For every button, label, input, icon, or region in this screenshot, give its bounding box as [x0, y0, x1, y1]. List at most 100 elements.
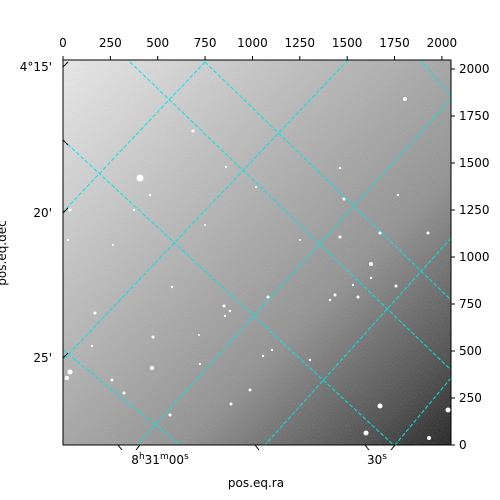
star: [224, 165, 228, 169]
right-tick-label: 1250: [459, 203, 490, 217]
star: [170, 285, 174, 289]
top-tick-label: 750: [194, 36, 217, 50]
top-tick-label: 500: [146, 36, 169, 50]
star: [248, 388, 252, 392]
ra-tick-mark: [390, 444, 396, 451]
grid-line: [129, 61, 451, 371]
grid-line: [63, 349, 181, 445]
top-tick-label: 250: [99, 36, 122, 50]
star: [270, 348, 274, 352]
dec-tick-label: 25': [33, 351, 52, 365]
grid-line: [204, 61, 451, 301]
dec-tick-mark: [62, 139, 69, 146]
star: [228, 309, 232, 313]
dec-tick-mark: [62, 207, 69, 214]
right-tick-label: 1750: [459, 109, 490, 123]
star-field: [65, 97, 451, 440]
star: [148, 193, 152, 197]
right-tick-label: 2000: [459, 62, 490, 76]
grid-line: [63, 139, 395, 445]
star: [396, 193, 400, 197]
star: [369, 276, 373, 280]
star: [204, 224, 206, 226]
dec-tick-mark: [62, 61, 69, 68]
grid-line: [419, 60, 451, 97]
top-tick-label: 1500: [332, 36, 363, 50]
right-tick-label: 1500: [459, 156, 490, 170]
y-axis-label: pos.eq.dec: [0, 220, 9, 285]
top-tick-label: 1000: [237, 36, 268, 50]
star: [403, 97, 407, 101]
star: [356, 295, 360, 299]
ra-tick-mark: [117, 444, 123, 451]
star: [308, 358, 312, 362]
star: [338, 166, 342, 170]
star: [90, 344, 94, 348]
star: [67, 369, 73, 375]
star: [229, 402, 233, 406]
dec-tick-label: 20': [33, 206, 52, 220]
axis-ticks: 0 250 500 750 1000 1250 1500 1750 2000 0 250 500 750…: [20, 36, 490, 467]
star: [136, 174, 144, 182]
right-tick-label: 250: [459, 391, 482, 405]
star: [426, 231, 430, 235]
star: [150, 366, 154, 370]
star: [378, 231, 382, 235]
star: [151, 335, 155, 339]
star: [261, 354, 265, 358]
star: [112, 244, 114, 246]
star: [369, 262, 373, 266]
star: [198, 362, 202, 366]
star: [168, 413, 172, 417]
star: [198, 334, 200, 336]
x-axis-label: pos.eq.ra: [228, 476, 284, 490]
star: [68, 208, 72, 212]
star: [394, 284, 398, 288]
top-tick-label: 0: [59, 36, 67, 50]
top-tick-label: 1750: [379, 36, 410, 50]
sky-image: [63, 60, 451, 445]
star: [445, 407, 451, 413]
star: [363, 430, 369, 436]
grid-line: [63, 61, 206, 213]
top-tick-label: 1250: [285, 36, 316, 50]
dec-tick-mark: [62, 352, 69, 359]
star: [255, 186, 257, 188]
star: [223, 314, 227, 318]
star: [427, 436, 431, 440]
grid-line: [264, 237, 451, 445]
star: [351, 283, 355, 287]
star: [110, 378, 114, 382]
right-tick-label: 500: [459, 344, 482, 358]
grid-line: [394, 377, 451, 445]
ra-tick-mark: [254, 444, 260, 451]
ra-tick-label: 8h31m00s: [131, 452, 189, 467]
star: [122, 391, 126, 395]
star: [377, 403, 383, 409]
dec-tick-label: 4°15': [20, 60, 52, 74]
top-tick-label: 2000: [427, 36, 458, 50]
right-tick-label: 1000: [459, 250, 490, 264]
star: [132, 208, 136, 212]
star: [191, 129, 195, 133]
star: [338, 235, 342, 239]
ra-tick-mark: [135, 444, 141, 451]
grid-line: [63, 60, 349, 361]
right-tick-label: 0: [459, 438, 467, 452]
star: [65, 376, 69, 380]
ra-tick-mark: [364, 444, 370, 451]
star: [299, 239, 301, 241]
star: [222, 304, 226, 308]
star: [66, 238, 70, 242]
ra-tick-label: 30s: [367, 452, 387, 467]
star: [342, 197, 346, 201]
star: [266, 295, 270, 299]
star: [333, 293, 337, 297]
star: [93, 311, 97, 315]
plot-frame: [62, 59, 452, 446]
coordinate-grid: [63, 60, 451, 445]
right-tick-label: 750: [459, 297, 482, 311]
star: [328, 298, 332, 302]
